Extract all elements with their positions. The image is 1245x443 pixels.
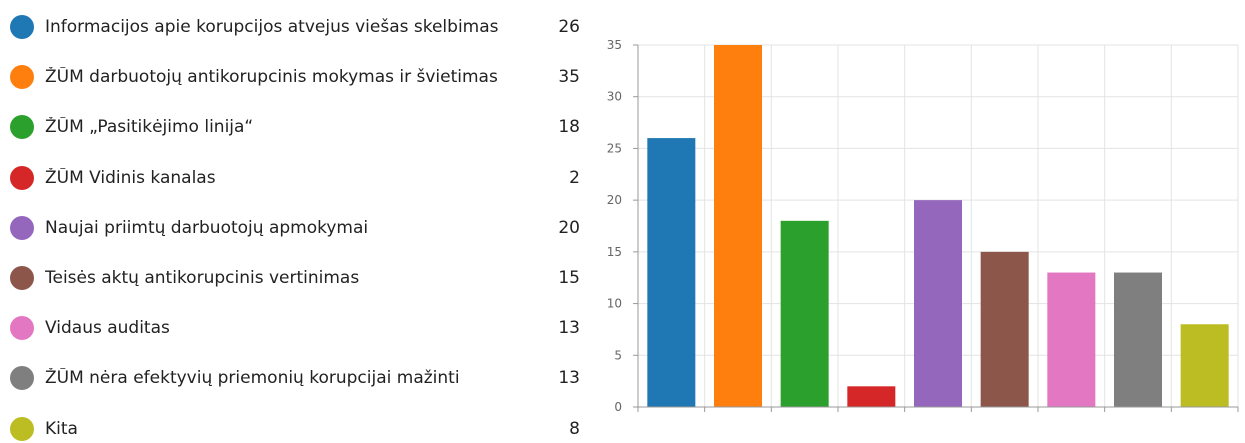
legend-label: Kita [45,418,78,439]
bar [914,200,962,407]
y-tick-label: 20 [607,193,622,207]
y-tick-label: 35 [607,38,622,52]
legend-swatch [10,115,34,140]
legend-swatch [10,65,34,90]
legend-value: 26 [558,17,580,37]
y-tick-label: 15 [607,245,622,259]
legend-label: Informacijos apie korupcijos atvejus vie… [45,17,499,37]
y-tick-label: 30 [607,90,622,104]
legend-value: 18 [558,117,580,138]
legend-value: 13 [558,318,580,339]
legend-value: 13 [558,368,580,389]
legend-swatch [10,215,34,240]
bar [1180,324,1229,407]
y-tick-label: 0 [614,400,622,414]
legend-item: ŽŪM darbuotojų antikorupcinis mokymas ir… [10,63,580,91]
legend-label: Vidaus auditas [45,318,170,339]
legend-swatch [10,366,34,391]
y-tick-label: 10 [607,297,622,311]
legend-item: Teisės aktų antikorupcinis vertinimas 15 [10,264,580,292]
legend-item: Naujai priimtų darbuotojų apmokymai 20 [10,214,580,242]
legend-label: Teisės aktų antikorupcinis vertinimas [45,268,360,288]
legend-label: ŽŪM „Pasitikėjimo linija“ [45,117,254,138]
legend-item: Kita 8 [10,415,580,443]
legend-swatch [10,15,34,39]
legend-item: ŽŪM Vidinis kanalas 2 [10,164,580,192]
bar [980,251,1029,407]
legend-label: ŽŪM nėra efektyvių priemonių korupcijai … [45,368,460,389]
bar [1114,272,1162,407]
legend-value: 20 [558,217,580,238]
legend-value: 8 [569,418,580,439]
bar [714,45,762,407]
bar [647,138,696,408]
bar [847,386,896,407]
legend-swatch [10,316,34,341]
legend-item: Informacijos apie korupcijos atvejus vie… [10,13,580,41]
bar [780,220,829,407]
y-tick-label: 5 [614,348,622,362]
legend-label: ŽŪM darbuotojų antikorupcinis mokymas ir… [45,67,498,88]
legend-swatch [10,416,34,441]
y-tick-label: 25 [607,141,622,155]
legend-label: ŽŪM Vidinis kanalas [45,167,216,188]
legend-value: 2 [569,167,580,188]
legend-label: Naujai priimtų darbuotojų apmokymai [45,217,369,238]
legend: Informacijos apie korupcijos atvejus vie… [0,0,600,441]
bar [1047,272,1096,407]
legend-swatch [10,165,34,190]
legend-item: Vidaus auditas 13 [10,314,580,342]
legend-item: ŽŪM nėra efektyvių priemonių korupcijai … [10,364,580,392]
legend-value: 35 [558,67,580,88]
legend-value: 15 [558,268,580,288]
legend-swatch [10,266,34,290]
legend-item: ŽŪM „Pasitikėjimo linija“ 18 [10,113,580,141]
